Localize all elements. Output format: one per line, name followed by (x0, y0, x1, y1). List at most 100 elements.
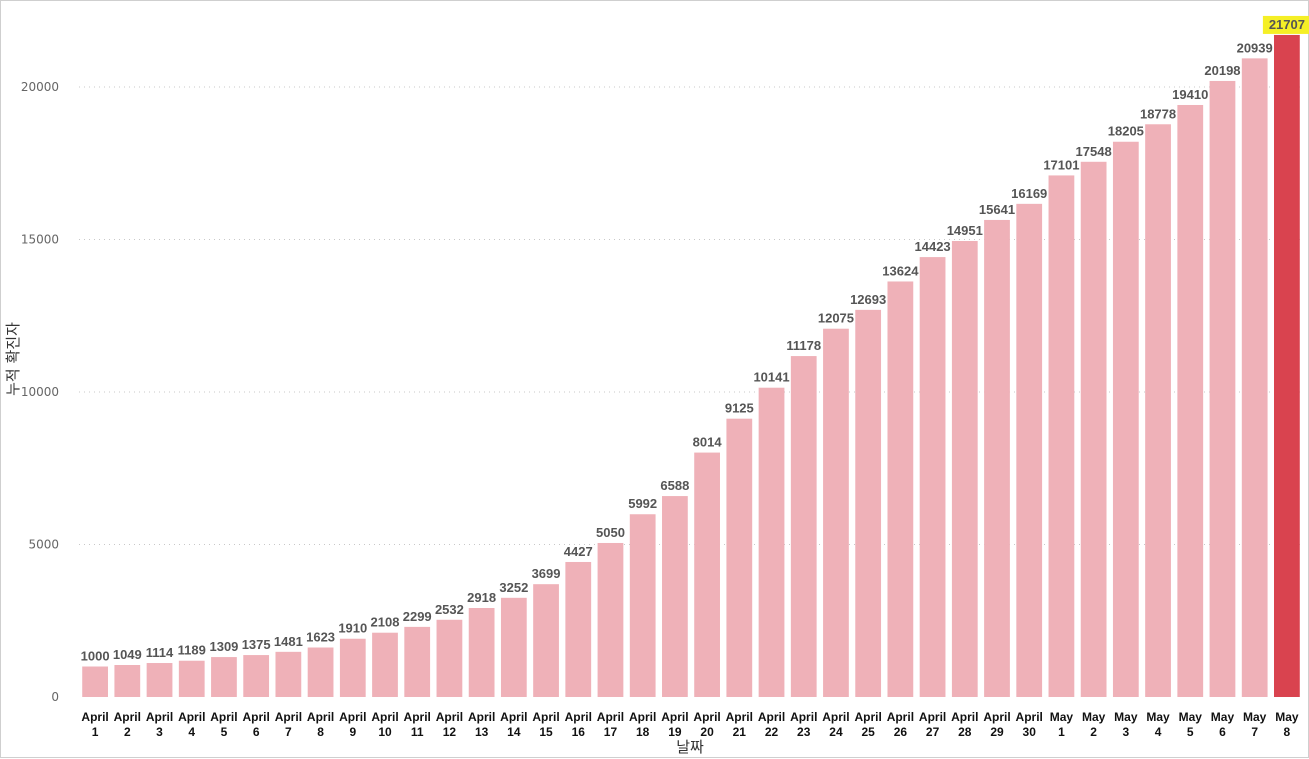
x-tick-day: 1 (1058, 725, 1065, 739)
x-tick-month: April (436, 710, 463, 724)
bar[interactable] (855, 309, 882, 697)
x-tick-day: 2 (1090, 725, 1097, 739)
bar[interactable] (178, 660, 205, 697)
y-axis-ticks: 0 5000 10000 15000 20000 (21, 80, 59, 704)
bar[interactable] (662, 496, 688, 697)
x-tick-month: April (629, 710, 656, 724)
bar[interactable] (1145, 124, 1171, 697)
x-tick-day: 7 (1251, 725, 1258, 739)
bar[interactable] (1112, 141, 1139, 697)
data-label: 1623 (306, 629, 335, 644)
data-label: 12075 (818, 311, 854, 326)
bar[interactable] (919, 257, 946, 697)
x-tick-day: 24 (829, 725, 843, 739)
bar[interactable] (694, 452, 720, 697)
x-tick-month: April (887, 710, 914, 724)
data-label: 17548 (1076, 144, 1112, 159)
x-tick-month: April (210, 710, 237, 724)
data-label: 11178 (786, 338, 821, 353)
data-label: 8014 (693, 435, 723, 450)
bar[interactable] (307, 647, 334, 697)
bar[interactable] (468, 608, 495, 697)
bar[interactable] (243, 655, 270, 697)
bar[interactable] (436, 619, 463, 697)
data-label: 13624 (882, 263, 919, 278)
data-label: 3252 (499, 580, 528, 595)
bar[interactable] (114, 665, 141, 697)
y-tick-label: 5000 (28, 538, 59, 552)
data-label: 20939 (1237, 40, 1273, 55)
x-tick-month: April (532, 710, 559, 724)
x-tick-month: April (661, 710, 688, 724)
bar[interactable] (984, 219, 1010, 697)
bar[interactable] (726, 418, 753, 697)
x-tick-day: 23 (797, 725, 811, 739)
bar[interactable] (1080, 161, 1107, 697)
x-tick-month: April (951, 710, 978, 724)
x-tick-month: April (790, 710, 817, 724)
bar[interactable] (1016, 203, 1043, 697)
x-tick-day: 6 (253, 725, 260, 739)
x-tick-month: May (1146, 710, 1170, 724)
x-tick-day: 19 (668, 725, 682, 739)
bar[interactable] (339, 638, 366, 697)
data-label: 1000 (81, 649, 110, 664)
bar[interactable] (951, 240, 978, 697)
x-tick-day: 9 (349, 725, 356, 739)
bar[interactable] (565, 561, 592, 697)
data-label: 6588 (660, 478, 689, 493)
bar[interactable] (887, 281, 914, 697)
bar[interactable] (823, 328, 849, 697)
x-tick-day: 10 (378, 725, 392, 739)
x-tick-month: May (1243, 710, 1267, 724)
data-label: 18778 (1140, 106, 1176, 121)
bar[interactable] (1274, 34, 1300, 697)
y-tick-label: 10000 (21, 385, 59, 399)
bar[interactable] (597, 542, 624, 697)
x-tick-month: April (919, 710, 946, 724)
bar[interactable] (1048, 175, 1075, 697)
bar[interactable] (404, 626, 431, 697)
data-label: 2532 (435, 602, 464, 617)
bar[interactable] (1209, 80, 1236, 697)
x-tick-day: 18 (636, 725, 650, 739)
x-tick-month: April (983, 710, 1010, 724)
bar[interactable] (629, 514, 656, 697)
x-tick-day: 6 (1219, 725, 1226, 739)
bar[interactable] (211, 657, 237, 697)
x-axis-ticks: April1April2April3April4April5April6Apri… (81, 710, 1298, 739)
bar[interactable] (533, 584, 559, 697)
data-label: 2108 (371, 615, 400, 630)
data-label: 10141 (753, 370, 789, 385)
bar[interactable] (372, 632, 398, 697)
x-tick-day: 27 (926, 725, 940, 739)
bar[interactable] (275, 651, 302, 697)
y-tick-label: 0 (51, 690, 59, 704)
x-tick-day: 1 (92, 725, 99, 739)
bar[interactable] (1177, 104, 1204, 698)
data-label: 20198 (1204, 63, 1240, 78)
x-tick-month: April (275, 710, 302, 724)
x-tick-day: 3 (156, 725, 163, 739)
x-tick-month: April (565, 710, 592, 724)
bar[interactable] (1241, 58, 1268, 698)
x-tick-day: 5 (221, 725, 228, 739)
x-tick-month: April (242, 710, 269, 724)
bar[interactable] (500, 597, 527, 697)
x-tick-day: 14 (507, 725, 521, 739)
bar[interactable] (790, 356, 817, 697)
data-label: 2299 (403, 609, 432, 624)
x-tick-month: May (1275, 710, 1299, 724)
x-tick-day: 17 (604, 725, 618, 739)
x-tick-day: 25 (861, 725, 875, 739)
bar[interactable] (146, 663, 173, 697)
bar[interactable] (758, 387, 785, 697)
x-tick-day: 4 (188, 725, 195, 739)
x-tick-month: April (371, 710, 398, 724)
data-label: 15641 (979, 202, 1015, 217)
data-label: 16169 (1011, 186, 1047, 201)
bar[interactable] (82, 666, 108, 698)
x-tick-day: 21 (733, 725, 747, 739)
